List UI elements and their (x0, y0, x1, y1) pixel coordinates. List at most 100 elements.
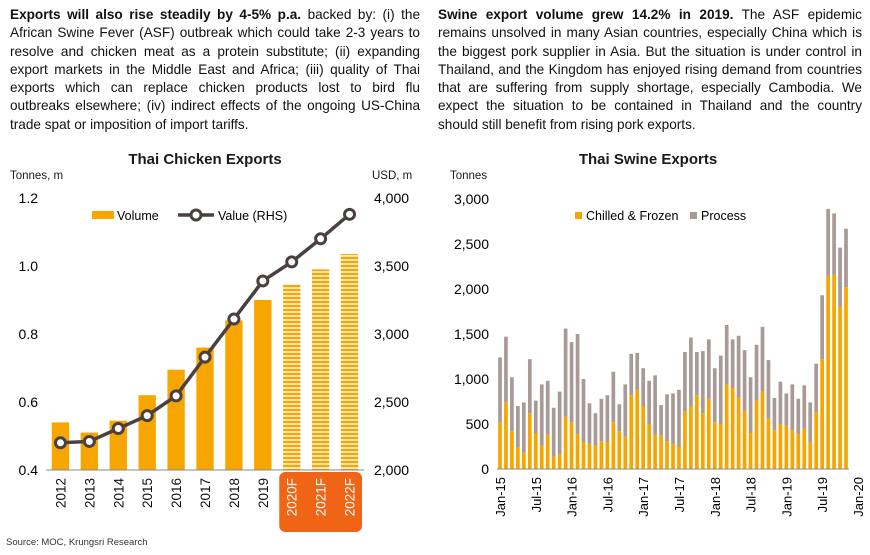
process-bar (689, 337, 693, 406)
process-bar (790, 384, 795, 431)
swine-exports-chart: 0 500 1,000 1,500 2,000 2,500 3,000 Jan-15 Jul-1… (454, 191, 866, 517)
chicken-chart-title: Thai Chicken Exports (128, 151, 282, 168)
chilled-frozen-bar (814, 412, 819, 469)
chilled-frozen-bar (527, 413, 532, 469)
volume-bar (311, 269, 330, 470)
x-tick-label: 2021F (314, 478, 329, 516)
chilled-frozen-bar (539, 445, 544, 469)
volume-bar (283, 284, 301, 470)
chilled-frozen-bar (599, 441, 604, 469)
chilled-frozen-bar (641, 406, 646, 469)
chilled-frozen-bar (766, 418, 771, 469)
process-bar (539, 384, 544, 446)
process-bar (712, 368, 717, 423)
y2-tick-label: 3,500 (374, 258, 409, 274)
process-bar (504, 336, 508, 403)
process-bar (665, 394, 669, 442)
x-tick-label: Jan-16 (565, 477, 580, 517)
process-bar (551, 407, 556, 457)
process-bar (605, 395, 610, 442)
value-point (343, 207, 357, 221)
process-bar (778, 381, 783, 424)
process-bar (808, 402, 813, 442)
chilled-frozen-bar (796, 433, 801, 469)
process-bar (647, 380, 651, 424)
volume-bar (254, 300, 272, 470)
legend-label-process: Process (701, 209, 746, 223)
x-tick-label: 2020F (285, 478, 300, 516)
process-bar (653, 375, 657, 435)
process-bar (527, 359, 532, 414)
process-bar (575, 334, 580, 434)
process-bar (730, 339, 735, 388)
legend-swatch-chilled (575, 212, 582, 219)
process-bar (742, 350, 747, 412)
process-bar (677, 389, 681, 447)
x-tick-label: Jul-19 (815, 477, 830, 512)
process-bar (671, 393, 675, 444)
process-bar (766, 360, 771, 419)
process-bar (838, 247, 842, 307)
process-bar (563, 328, 568, 417)
y-tick-label: 3,000 (454, 191, 489, 207)
chilled-frozen-bar (557, 454, 562, 469)
chicken-right-unit: USD, m (372, 170, 413, 182)
x-tick-label: Jul-18 (744, 477, 759, 512)
process-bar (718, 355, 723, 424)
y-tick-label: 1.0 (19, 258, 39, 274)
chilled-frozen-bar (724, 384, 729, 469)
source-note: Source: MOC, Krungsri Research (6, 537, 148, 548)
x-tick-label: Jul-15 (529, 477, 544, 512)
value-point (227, 312, 241, 326)
chilled-frozen-bar (683, 411, 687, 469)
chilled-frozen-bar (695, 395, 699, 469)
chilled-frozen-bar (575, 433, 580, 469)
chilled-frozen-bar (545, 434, 550, 469)
legend-swatch-process (690, 212, 697, 219)
chilled-frozen-bar (516, 447, 520, 469)
volume-bar (196, 347, 214, 470)
chilled-frozen-bar (551, 456, 556, 469)
chilled-frozen-bar (677, 446, 681, 469)
chilled-frozen-bar (718, 424, 723, 469)
left-paragraph: Exports will also rise steadily by 4-5% … (10, 6, 420, 134)
chilled-frozen-bar (820, 359, 825, 469)
process-bar (683, 352, 687, 412)
process-bar (521, 402, 526, 453)
chilled-frozen-bar (635, 389, 640, 469)
chilled-frozen-bar (748, 433, 753, 469)
process-bar (736, 335, 741, 397)
process-bar (796, 398, 801, 434)
swine-left-unit: Tonnes (450, 170, 488, 182)
process-bar (820, 295, 825, 360)
legend-swatch-volume (92, 211, 114, 219)
chilled-frozen-bar (498, 422, 502, 469)
chilled-frozen-bar (629, 395, 634, 469)
chilled-frozen-bar (790, 430, 795, 469)
chilled-frozen-bar (832, 274, 836, 469)
chilled-frozen-bar (784, 425, 789, 469)
chilled-frozen-bar (623, 436, 628, 469)
chilled-frozen-bar (778, 424, 783, 469)
process-bar (510, 377, 514, 432)
x-tick-label: Jan-20 (851, 477, 866, 517)
x-tick-label: Jan-17 (636, 477, 651, 517)
x-tick-label: Jan-15 (493, 477, 508, 517)
chilled-frozen-bar (730, 388, 735, 469)
y-tick-label: 0.4 (19, 462, 39, 478)
chilled-frozen-bar (838, 307, 842, 469)
y-tick-label: 1.2 (19, 190, 39, 206)
right-paragraph-lead: Swine export volume grew 14.2% in 2019. (438, 7, 734, 22)
process-bar (784, 393, 789, 426)
process-bar (516, 406, 520, 448)
left-paragraph-lead: Exports will also rise steadily by 4-5% … (10, 7, 302, 22)
y-tick-label: 0 (481, 461, 489, 477)
chilled-frozen-bar (826, 275, 830, 469)
process-bar (802, 385, 807, 429)
y2-tick-label: 2,000 (374, 462, 409, 478)
process-bar (695, 352, 699, 396)
process-bar (581, 379, 586, 442)
chilled-frozen-bar (772, 430, 777, 469)
process-bar (748, 377, 753, 433)
y2-tick-label: 4,000 (374, 190, 409, 206)
